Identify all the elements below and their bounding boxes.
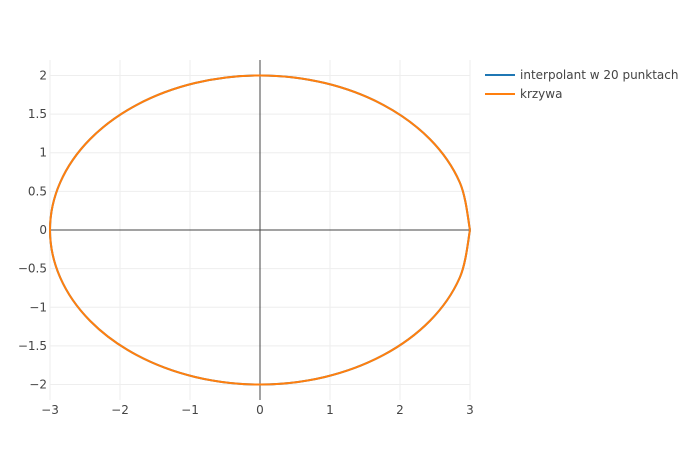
y-tick-label: 1 — [39, 146, 47, 160]
tick-label-layer: −3 −2 −1 0 1 2 3 −2 −1.5 −1 −0.5 0 0.5 1 1.5 2 — [18, 68, 474, 417]
x-tick-label: −1 — [181, 403, 199, 417]
legend-label-0[interactable]: interpolant w 20 punktach — [520, 68, 678, 82]
y-tick-label: −0.5 — [18, 262, 47, 276]
y-tick-label: −2 — [29, 378, 47, 392]
axis-layer — [50, 60, 470, 400]
x-tick-label: 3 — [466, 403, 474, 417]
y-tick-label: 0.5 — [28, 184, 47, 198]
x-tick-label: 2 — [396, 403, 404, 417]
series-layer — [48, 74, 471, 386]
y-tick-label: −1 — [29, 300, 47, 314]
legend-label-1[interactable]: krzywa — [520, 87, 562, 101]
series-line-1[interactable] — [48, 74, 471, 386]
x-tick-label: 0 — [256, 403, 264, 417]
x-tick-label: 1 — [326, 403, 334, 417]
x-tick-label: −2 — [111, 403, 129, 417]
legend[interactable]: interpolant w 20 punktach krzywa — [485, 68, 678, 101]
y-tick-label: 0 — [39, 223, 47, 237]
y-tick-label: −1.5 — [18, 339, 47, 353]
y-tick-label: 2 — [39, 68, 47, 82]
x-tick-label: −3 — [41, 403, 59, 417]
y-tick-label: 1.5 — [28, 107, 47, 121]
